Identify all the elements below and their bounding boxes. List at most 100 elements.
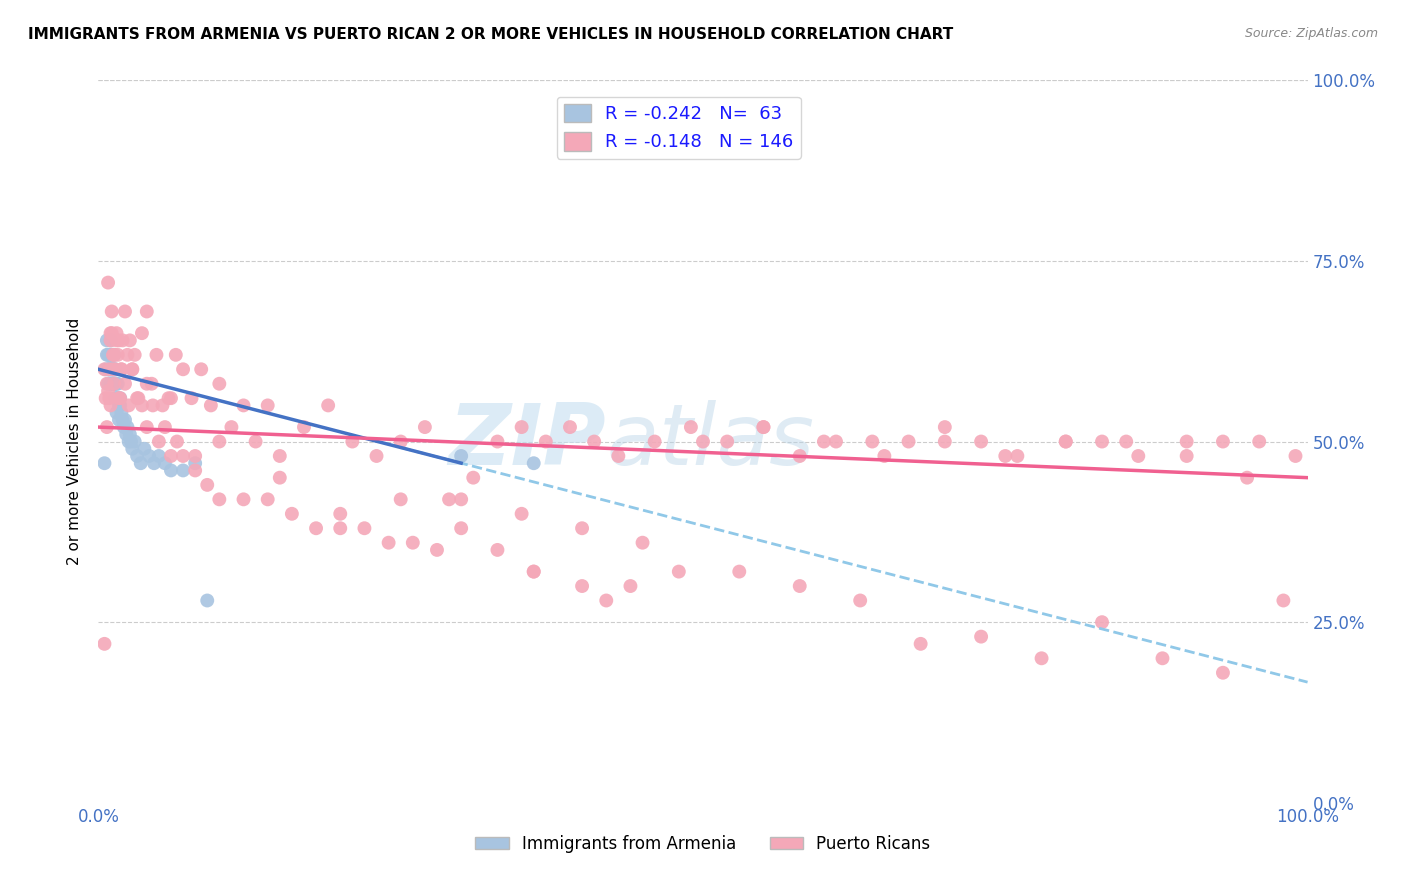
Point — [165, 348, 187, 362]
Point — [148, 449, 170, 463]
Point — [728, 565, 751, 579]
Point — [100, 376, 122, 391]
Point — [269, 470, 291, 484]
Point — [100, 362, 122, 376]
Point — [316, 398, 339, 412]
Point — [98, 362, 121, 376]
Point — [1249, 434, 1271, 449]
Point — [1007, 449, 1029, 463]
Point — [679, 420, 702, 434]
Point — [180, 391, 202, 405]
Point — [934, 420, 956, 434]
Point — [114, 413, 136, 427]
Point — [269, 449, 291, 463]
Point — [208, 434, 231, 449]
Point — [142, 398, 165, 412]
Point — [97, 276, 120, 290]
Point — [111, 334, 134, 348]
Point — [127, 391, 149, 405]
Point — [1054, 434, 1077, 449]
Point — [692, 434, 714, 449]
Point — [450, 449, 472, 463]
Point — [103, 348, 125, 362]
Point — [184, 463, 207, 477]
Point — [100, 398, 122, 412]
Point — [93, 362, 115, 376]
Point — [463, 470, 485, 484]
Point — [100, 326, 122, 340]
Point — [510, 420, 533, 434]
Point — [813, 434, 835, 449]
Point — [120, 434, 142, 449]
Point — [107, 376, 129, 391]
Point — [105, 376, 128, 391]
Point — [101, 362, 124, 376]
Point — [970, 434, 993, 449]
Point — [389, 492, 412, 507]
Point — [118, 434, 141, 449]
Point — [100, 334, 122, 348]
Point — [595, 593, 617, 607]
Point — [118, 334, 141, 348]
Legend: Immigrants from Armenia, Puerto Ricans: Immigrants from Armenia, Puerto Ricans — [468, 828, 938, 860]
Point — [103, 376, 125, 391]
Point — [107, 391, 129, 405]
Point — [121, 442, 143, 456]
Point — [413, 420, 436, 434]
Point — [101, 376, 124, 391]
Point — [1175, 449, 1198, 463]
Point — [105, 391, 128, 405]
Point — [121, 362, 143, 376]
Point — [107, 348, 129, 362]
Point — [110, 362, 132, 376]
Point — [1284, 449, 1306, 463]
Point — [105, 326, 128, 340]
Point — [135, 376, 157, 391]
Point — [104, 376, 127, 391]
Point — [281, 507, 304, 521]
Point — [100, 334, 122, 348]
Point — [160, 391, 183, 405]
Point — [910, 637, 932, 651]
Point — [849, 593, 872, 607]
Point — [195, 593, 218, 607]
Point — [752, 420, 775, 434]
Point — [108, 398, 131, 412]
Point — [97, 384, 120, 398]
Point — [108, 413, 131, 427]
Point — [523, 565, 546, 579]
Point — [100, 348, 122, 362]
Point — [377, 535, 399, 549]
Point — [101, 376, 124, 391]
Point — [129, 456, 152, 470]
Point — [121, 362, 143, 376]
Point — [108, 334, 131, 348]
Point — [117, 348, 139, 362]
Point — [98, 362, 121, 376]
Point — [153, 456, 176, 470]
Y-axis label: 2 or more Vehicles in Household: 2 or more Vehicles in Household — [67, 318, 83, 566]
Point — [523, 565, 546, 579]
Point — [934, 434, 956, 449]
Point — [172, 449, 194, 463]
Point — [96, 420, 118, 434]
Point — [1091, 434, 1114, 449]
Point — [108, 391, 131, 405]
Point — [558, 420, 581, 434]
Point — [124, 434, 146, 449]
Point — [1031, 651, 1053, 665]
Point — [100, 348, 122, 362]
Point — [118, 398, 141, 412]
Point — [644, 434, 666, 449]
Point — [100, 362, 122, 376]
Point — [94, 362, 117, 376]
Point — [1212, 665, 1234, 680]
Point — [172, 463, 194, 477]
Point — [97, 376, 120, 391]
Point — [117, 420, 139, 434]
Point — [190, 362, 212, 376]
Point — [873, 449, 896, 463]
Point — [98, 362, 121, 376]
Point — [110, 406, 132, 420]
Point — [114, 376, 136, 391]
